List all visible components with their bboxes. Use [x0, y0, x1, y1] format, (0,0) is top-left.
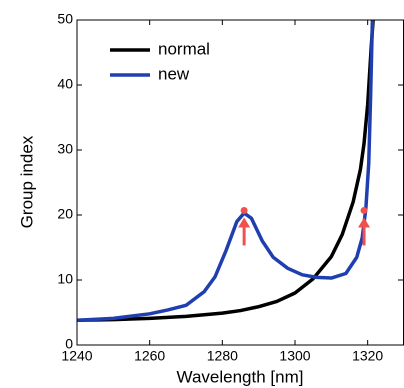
y-tick-label: 20 [57, 206, 73, 222]
x-tick-label: 1240 [61, 348, 92, 364]
x-tick-label: 1320 [352, 348, 383, 364]
legend-label: new [158, 64, 190, 83]
y-tick-label: 0 [65, 336, 73, 352]
y-tick-label: 30 [57, 141, 73, 157]
plot-area [77, 20, 375, 323]
highlight-point [240, 206, 248, 214]
x-tick-label: 1260 [134, 348, 165, 364]
y-tick-label: 50 [57, 11, 73, 27]
y-axis-label: Group index [17, 135, 36, 228]
axes-frame [76, 19, 404, 346]
x-tick-label: 1280 [207, 348, 238, 364]
line-series [77, 20, 375, 323]
line-series [77, 20, 375, 323]
x-tick-label: 1300 [279, 348, 310, 364]
legend-label: normal [158, 39, 210, 58]
highlight-point [360, 206, 368, 214]
arrow-head [238, 217, 251, 228]
arrow-head [358, 217, 371, 228]
y-tick-label: 10 [57, 271, 73, 287]
y-tick-label: 40 [57, 76, 73, 92]
x-axis-label: Wavelength [nm] [177, 367, 304, 386]
